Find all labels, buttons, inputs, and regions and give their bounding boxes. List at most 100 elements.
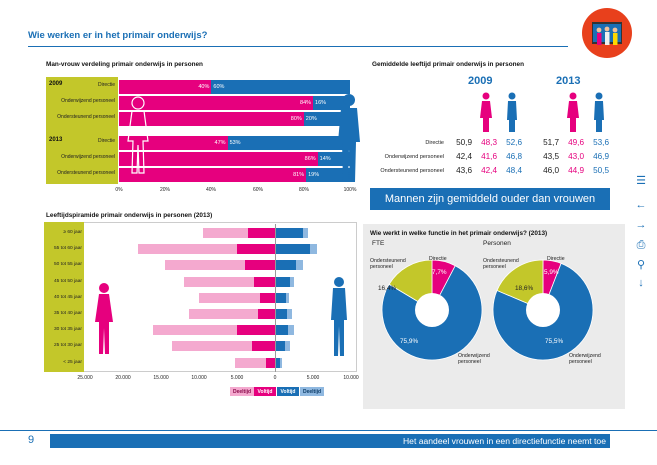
pie-charts (381, 259, 594, 361)
female-bar: 84% (119, 96, 314, 110)
pie-label-onderwijzend: Onderwijzend personeel (569, 353, 601, 365)
gender-bar-row: 80% 20% (119, 112, 350, 126)
gender-bar-row: 47% 53% (119, 136, 350, 150)
group-year: 2009 (49, 81, 63, 87)
pie-value: 5,9% (544, 269, 559, 276)
female-bar: 40% (119, 80, 212, 94)
age-value: 42,4 (481, 166, 497, 175)
pie-value: 75,5% (545, 338, 564, 345)
pyramid-bar-voltijd-men (275, 341, 285, 352)
female-bar: 81% (119, 168, 307, 182)
pyramid-bar-deeltijd-men (290, 276, 294, 287)
x-tick: 40% (205, 187, 217, 193)
pie-hole (526, 293, 560, 327)
pie-value: 75,9% (400, 338, 419, 345)
print-icon[interactable]: ⎙ (636, 239, 646, 251)
gender-bar-row: 84% 16% (119, 96, 350, 110)
pyramid-bar-voltijd-men (275, 228, 304, 238)
x-tick: 0% (115, 187, 123, 193)
age-value: 53,6 (593, 138, 609, 147)
age-value: 41,6 (481, 152, 497, 161)
footer-text: Het aandeel vrouwen in een directiefunct… (50, 434, 610, 448)
age-value: 50,5 (593, 166, 609, 175)
pyramid-bar-deeltijd-women (138, 244, 237, 255)
people-illustration-icon (592, 22, 622, 45)
arrow-left-icon[interactable]: ← (635, 199, 647, 211)
pyramid-bar-deeltijd-men (303, 228, 308, 238)
row-label: Directie (98, 82, 115, 88)
figures-2013-icon (567, 92, 604, 132)
gender-chart-title: Man-vrouw verdeling primair onderwijs in… (46, 61, 203, 68)
pyramid-age-label: 30 tot 35 jaar (53, 327, 82, 333)
pie-label-ondersteunend: Ondersteunend personeel (483, 258, 519, 270)
age-value: 43,0 (568, 152, 584, 161)
year-2009: 2009 (468, 75, 493, 87)
arrow-down-icon[interactable]: ↓ (638, 277, 644, 289)
age-value: 46,8 (506, 152, 522, 161)
pyramid-bar-deeltijd-men (280, 357, 282, 368)
row-label: Directie (98, 138, 115, 144)
legend-voltijd-men: Voltijd (277, 387, 299, 396)
male-bar: 53% (227, 136, 350, 150)
x-tick: 15.000 (153, 375, 169, 381)
pyramid-bar-deeltijd-women (189, 309, 258, 319)
pyramid-age-label: 40 tot 45 jaar (53, 294, 82, 300)
male-bar: 60% (211, 80, 350, 94)
pyramid-bar-deeltijd-men (287, 325, 294, 336)
x-tick: 20% (159, 187, 171, 193)
woman-silhouette-icon (127, 96, 149, 174)
age-row-label: Directie (425, 140, 444, 146)
pie-personen-title: Personen (483, 240, 511, 247)
pyramid-bar-voltijd-men (275, 292, 287, 303)
male-bar: 19% (306, 168, 350, 182)
gender-label-block (46, 77, 118, 184)
arrow-right-icon[interactable]: → (635, 219, 647, 231)
pyramid-bar-deeltijd-women (153, 325, 237, 336)
age-table-title: Gemiddelde leeftijd primair onderwijs in… (372, 61, 524, 68)
legend-deeltijd-men: Deeltijd (300, 387, 324, 396)
age-value: 48,3 (481, 138, 497, 147)
gender-bar-row: 40% 60% (119, 80, 350, 94)
male-bar: 14% (317, 152, 350, 166)
pyramid-bar-deeltijd-women (235, 357, 266, 368)
menu-icon[interactable]: ☰ (636, 175, 646, 187)
pyramid-bar-deeltijd-men (287, 309, 292, 319)
search-icon[interactable]: ⚲ (636, 259, 646, 271)
pyramid-bar-deeltijd-men (284, 341, 291, 352)
pyramid-bar-deeltijd-men (286, 292, 290, 303)
pyramid-bar-voltijd-women (237, 244, 275, 255)
pyramid-bar-voltijd-men (275, 325, 288, 336)
pyramid-zero-line (275, 224, 276, 372)
row-label: Ondersteunend personeel (57, 114, 115, 120)
age-value: 48,4 (506, 166, 522, 175)
x-tick: 80% (298, 187, 310, 193)
pie-label-ondersteunend: Ondersteunend personeel (370, 258, 406, 270)
row-label: Onderwijzend personeel (61, 98, 115, 104)
pyramid-age-label: 35 tot 40 jaar (53, 311, 82, 316)
age-value: 51,7 (543, 138, 559, 147)
age-value: 43,5 (543, 152, 559, 161)
header-illustration (582, 8, 632, 58)
x-tick: 5.000 (230, 375, 244, 381)
pyramid-bar-voltijd-women (252, 341, 275, 352)
pyramid-bar-voltijd-men (275, 244, 310, 255)
pie-value: 16,4% (378, 285, 397, 292)
age-value: 46,9 (593, 152, 609, 161)
age-value: 52,6 (506, 138, 522, 147)
pyramid-age-label: 25 tot 30 jaar (53, 343, 82, 349)
female-bar: 80% (119, 112, 304, 126)
footer-divider (0, 430, 657, 431)
row-label: Ondersteunend personeel (57, 170, 115, 176)
top-divider (28, 46, 568, 47)
male-bar: 20% (303, 112, 350, 126)
x-tick: 20.000 (115, 375, 131, 381)
age-value: 49,6 (568, 138, 584, 147)
pie-value: 18,6% (515, 285, 534, 292)
pyramid-bar-voltijd-women (257, 309, 275, 319)
age-row-label: Ondersteunend personeel (380, 168, 444, 174)
pyramid-age-label: 45 tot 50 jaar (53, 278, 82, 284)
legend-deeltijd-women: Deeltijd (230, 387, 254, 396)
woman-figure-icon (95, 283, 113, 354)
pyramid-label-band (44, 222, 84, 372)
x-tick: 100% (343, 187, 357, 193)
